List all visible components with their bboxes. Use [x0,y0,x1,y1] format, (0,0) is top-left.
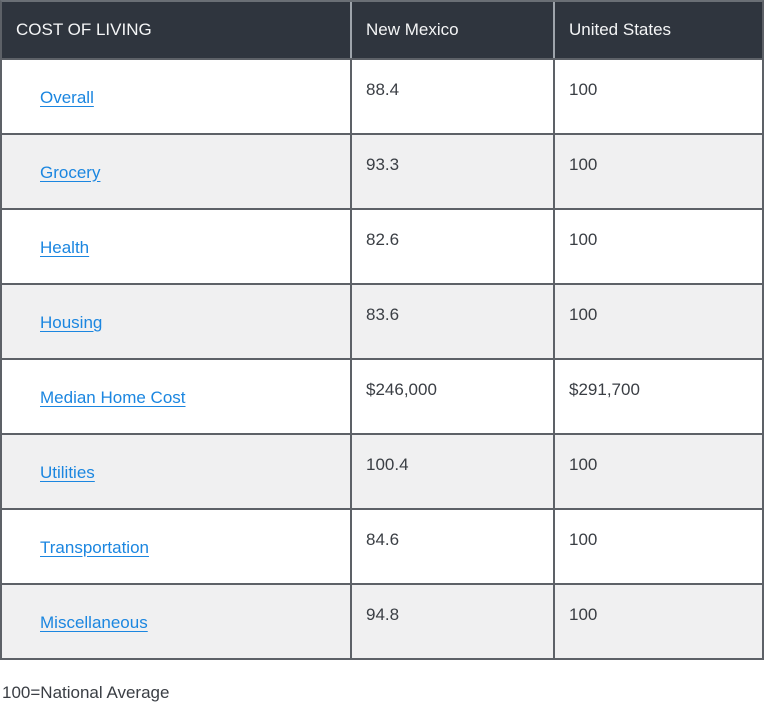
cell-label-health: Health [2,210,350,283]
national-average-note: 100=National Average [2,683,170,702]
table-row-health: Health 82.6 100 [2,208,762,283]
cell-nm-housing: 83.6 [350,285,553,358]
cost-of-living-table: COST OF LIVING New Mexico United States … [0,0,764,660]
cell-nm-transportation: 84.6 [350,510,553,583]
header-cost-of-living: COST OF LIVING [16,20,152,39]
header-new-mexico: New Mexico [350,2,553,58]
row-link-grocery[interactable]: Grocery [40,162,101,182]
table-header-row: COST OF LIVING New Mexico United States [2,2,762,58]
cell-nm-overall: 88.4 [350,60,553,133]
cell-us-transportation: 100 [553,510,762,583]
cell-label-miscellaneous: Miscellaneous [2,585,350,658]
cell-us-housing: 100 [553,285,762,358]
table-row-miscellaneous: Miscellaneous 94.8 100 [2,583,762,658]
cell-nm-utilities: 100.4 [350,435,553,508]
cell-us-utilities: 100 [553,435,762,508]
cell-us-median-home-cost: $291,700 [553,360,762,433]
cell-us-overall: 100 [553,60,762,133]
cell-us-grocery: 100 [553,135,762,208]
cell-us-health: 100 [553,210,762,283]
cell-nm-health: 82.6 [350,210,553,283]
cell-nm-median-home-cost: $246,000 [350,360,553,433]
cell-label-grocery: Grocery [2,135,350,208]
table-row-grocery: Grocery 93.3 100 [2,133,762,208]
cell-label-transportation: Transportation [2,510,350,583]
table-row-median-home-cost: Median Home Cost $246,000 $291,700 [2,358,762,433]
row-link-utilities[interactable]: Utilities [40,462,95,482]
header-united-states: United States [553,2,762,58]
cell-nm-grocery: 93.3 [350,135,553,208]
row-link-overall[interactable]: Overall [40,87,94,107]
cell-label-median-home-cost: Median Home Cost [2,360,350,433]
table-row-overall: Overall 88.4 100 [2,58,762,133]
table-row-utilities: Utilities 100.4 100 [2,433,762,508]
cell-label-overall: Overall [2,60,350,133]
row-link-health[interactable]: Health [40,237,90,257]
table-row-housing: Housing 83.6 100 [2,283,762,358]
cell-label-utilities: Utilities [2,435,350,508]
cell-nm-miscellaneous: 94.8 [350,585,553,658]
row-link-transportation[interactable]: Transportation [40,537,149,557]
table-row-transportation: Transportation 84.6 100 [2,508,762,583]
row-link-housing[interactable]: Housing [40,312,103,332]
row-link-median-home-cost[interactable]: Median Home Cost [40,387,186,407]
cell-label-housing: Housing [2,285,350,358]
row-link-miscellaneous[interactable]: Miscellaneous [40,612,148,632]
cell-us-miscellaneous: 100 [553,585,762,658]
